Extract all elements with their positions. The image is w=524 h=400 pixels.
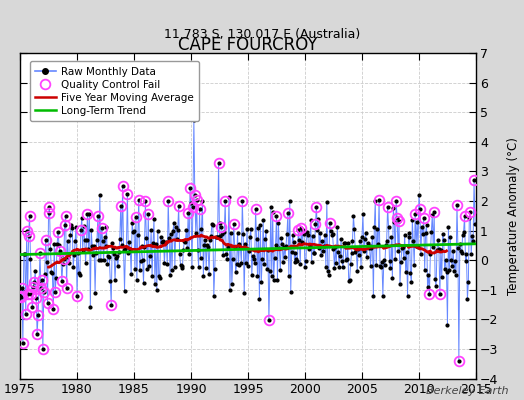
Title: CAPE FOURCROY: CAPE FOURCROY: [178, 36, 318, 54]
Y-axis label: Temperature Anomaly (°C): Temperature Anomaly (°C): [507, 137, 520, 295]
Text: Berkeley Earth: Berkeley Earth: [426, 386, 508, 396]
Legend: Raw Monthly Data, Quality Control Fail, Five Year Moving Average, Long-Term Tren: Raw Monthly Data, Quality Control Fail, …: [30, 62, 199, 121]
Text: 11.783 S, 130.017 E (Australia): 11.783 S, 130.017 E (Australia): [164, 28, 360, 41]
